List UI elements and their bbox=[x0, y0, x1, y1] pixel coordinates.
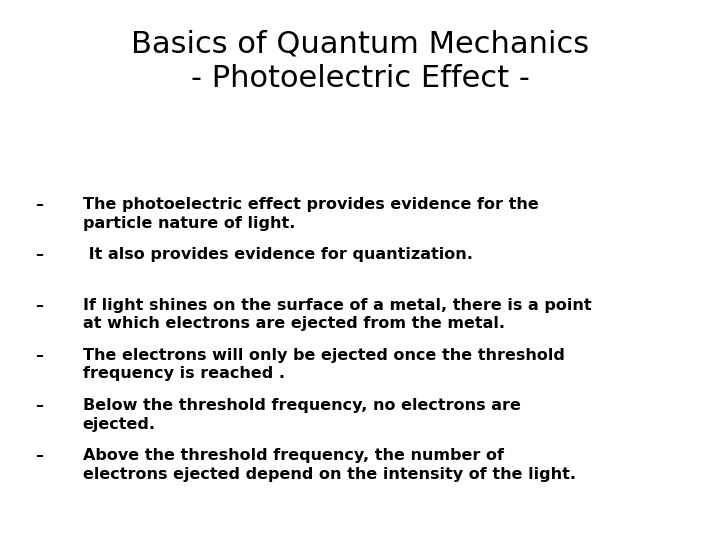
Text: Below the threshold frequency, no electrons are
ejected.: Below the threshold frequency, no electr… bbox=[83, 398, 521, 431]
Text: It also provides evidence for quantization.: It also provides evidence for quantizati… bbox=[83, 247, 472, 262]
Text: –: – bbox=[35, 247, 44, 262]
Text: –: – bbox=[35, 197, 44, 212]
Text: Basics of Quantum Mechanics
- Photoelectric Effect -: Basics of Quantum Mechanics - Photoelect… bbox=[131, 30, 589, 93]
Text: The photoelectric effect provides evidence for the
particle nature of light.: The photoelectric effect provides eviden… bbox=[83, 197, 539, 231]
Text: The electrons will only be ejected once the threshold
frequency is reached .: The electrons will only be ejected once … bbox=[83, 348, 564, 381]
Text: –: – bbox=[35, 448, 44, 463]
Text: –: – bbox=[35, 348, 44, 363]
Text: Above the threshold frequency, the number of
electrons ejected depend on the int: Above the threshold frequency, the numbe… bbox=[83, 448, 576, 482]
Text: –: – bbox=[35, 298, 44, 313]
Text: –: – bbox=[35, 398, 44, 413]
Text: If light shines on the surface of a metal, there is a point
at which electrons a: If light shines on the surface of a meta… bbox=[83, 298, 591, 331]
